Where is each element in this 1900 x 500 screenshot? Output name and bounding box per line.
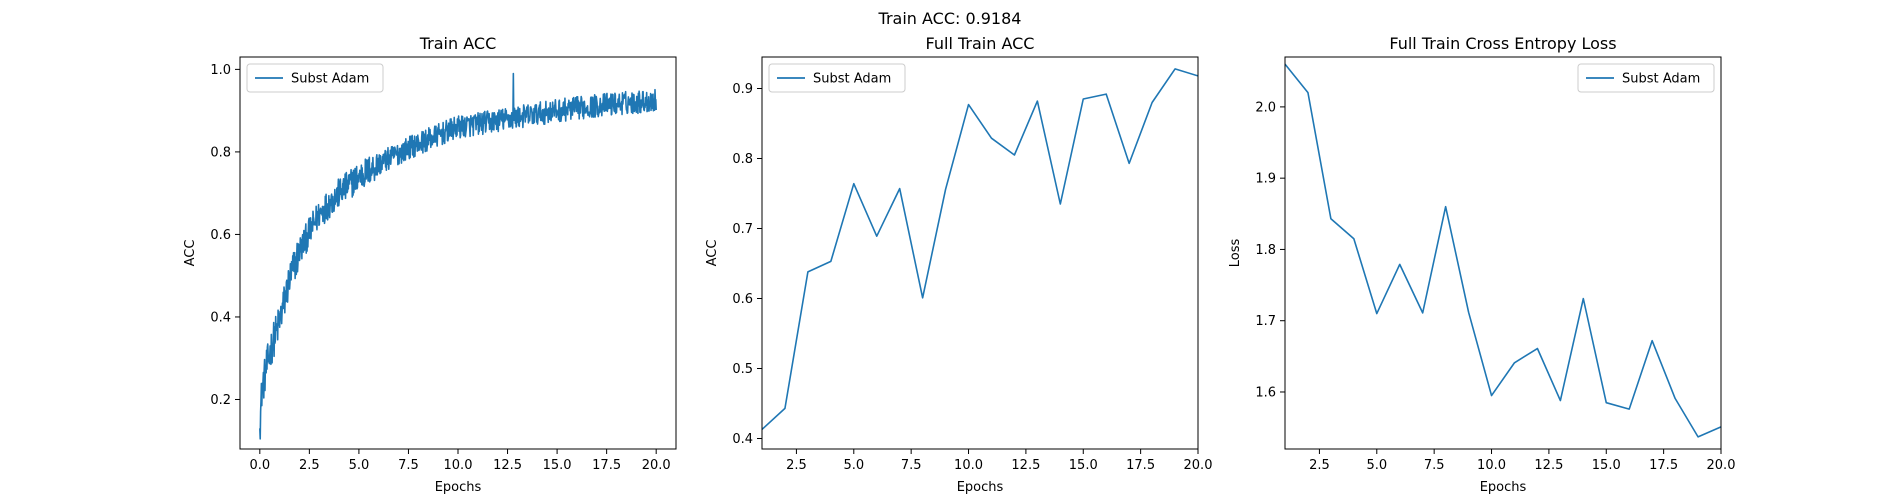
plot-frame — [1284, 56, 1722, 450]
series-line-train-acc — [259, 72, 657, 440]
y-tick-label: 0.9 — [732, 82, 753, 97]
x-tick-label: 2.5 — [1309, 458, 1330, 473]
legend-label: Subst Adam — [291, 72, 369, 87]
legend-box — [768, 63, 906, 93]
x-tick-label: 12.5 — [1534, 458, 1563, 473]
x-tick-label: 12.5 — [1011, 458, 1040, 473]
x-tick-label: 20.0 — [1184, 458, 1213, 473]
x-tick-label: 10.0 — [1477, 458, 1506, 473]
y-tick-label: 0.7 — [732, 222, 753, 237]
x-tick-label: 17.5 — [1649, 458, 1678, 473]
chart-title: Train ACC — [419, 34, 496, 53]
y-tick-label: 0.6 — [210, 228, 231, 243]
x-axis-label: Epochs — [957, 480, 1004, 495]
y-tick-label: 2.0 — [1255, 100, 1276, 115]
x-tick-label: 7.5 — [1424, 458, 1445, 473]
y-tick-label: 1.7 — [1255, 314, 1276, 329]
legend: Subst Adam — [1577, 63, 1715, 93]
x-tick-label: 0.0 — [249, 458, 270, 473]
y-tick-label: 1.8 — [1255, 243, 1276, 258]
figure-suptitle: Train ACC: 0.9184 — [878, 9, 1022, 28]
x-tick-label: 20.0 — [642, 458, 671, 473]
x-tick-label: 20.0 — [1707, 458, 1736, 473]
legend: Subst Adam — [768, 63, 906, 93]
chart-full-train-loss: Full Train Cross Entropy Loss Epochs Loss 2… — [1228, 34, 1735, 495]
x-tick-label: 15.0 — [1592, 458, 1621, 473]
x-tick-label: 2.5 — [299, 458, 320, 473]
x-tick-label: 10.0 — [444, 458, 473, 473]
series-line-full-train-loss — [1285, 63, 1721, 438]
y-axis-label: ACC — [705, 240, 720, 267]
chart-train-acc: Train ACC Epochs ACC 0.0 2.5 5.0 7.5 10.0 12.5 15… — [183, 34, 677, 495]
x-tick-label: 12.5 — [493, 458, 522, 473]
x-tick-label: 10.0 — [954, 458, 983, 473]
y-tick-label: 1.9 — [1255, 172, 1276, 187]
y-tick-label: 0.4 — [732, 432, 753, 447]
y-tick-label: 1.0 — [210, 63, 231, 78]
x-tick-label: 5.0 — [349, 458, 370, 473]
y-tick-label: 0.8 — [210, 145, 231, 160]
y-tick-label: 0.2 — [210, 393, 231, 408]
x-axis-label: Epochs — [1480, 480, 1527, 495]
x-tick-label: 7.5 — [398, 458, 419, 473]
x-tick-label: 15.0 — [543, 458, 572, 473]
y-tick-label: 0.5 — [732, 362, 753, 377]
legend-box — [1577, 63, 1715, 93]
plot-frame — [761, 56, 1199, 450]
legend-label: Subst Adam — [1622, 72, 1700, 87]
y-tick-label: 1.6 — [1255, 385, 1276, 400]
y-axis-label: ACC — [183, 240, 198, 267]
x-tick-label: 5.0 — [1366, 458, 1387, 473]
chart-title: Full Train Cross Entropy Loss — [1389, 34, 1616, 53]
x-tick-label: 2.5 — [786, 458, 807, 473]
x-axis-label: Epochs — [435, 480, 482, 495]
plot-frame — [239, 56, 677, 450]
y-tick-label: 0.4 — [210, 310, 231, 325]
x-tick-label: 7.5 — [901, 458, 922, 473]
x-tick-label: 15.0 — [1069, 458, 1098, 473]
x-tick-label: 17.5 — [592, 458, 621, 473]
chart-full-train-acc: Full Train ACC Epochs ACC 2.5 5.0 7.5 10.0 12.5… — [705, 34, 1212, 495]
x-tick-label: 5.0 — [843, 458, 864, 473]
legend-label: Subst Adam — [813, 72, 891, 87]
y-tick-label: 0.8 — [732, 152, 753, 167]
legend: Subst Adam — [246, 63, 384, 93]
legend-box — [246, 63, 384, 93]
y-tick-label: 0.6 — [732, 292, 753, 307]
y-axis-label: Loss — [1228, 239, 1243, 268]
chart-title: Full Train ACC — [926, 34, 1035, 53]
series-line-full-train-acc — [762, 68, 1198, 430]
x-tick-label: 17.5 — [1126, 458, 1155, 473]
